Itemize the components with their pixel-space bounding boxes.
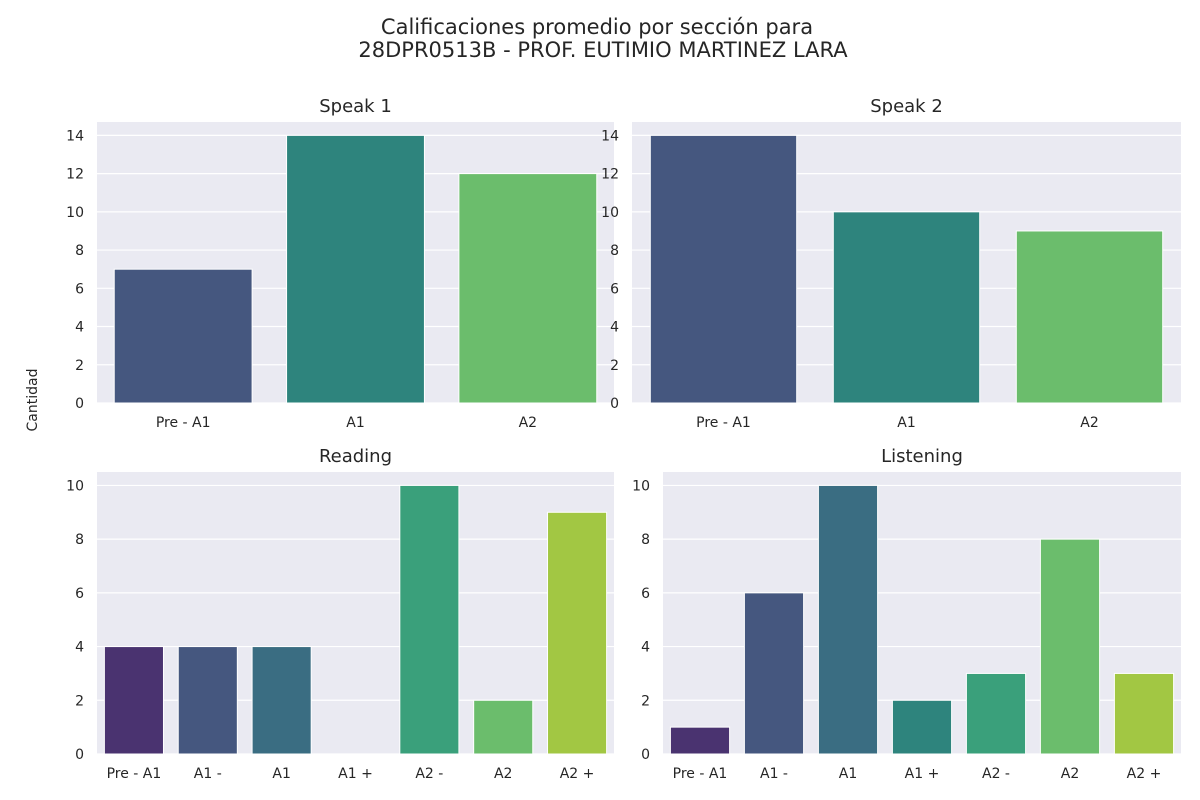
- x-tick-label: A1: [897, 415, 915, 431]
- panel-title: Speak 2: [870, 96, 943, 117]
- y-tick-label: 0: [75, 747, 84, 763]
- x-tick-label: A1 +: [338, 766, 373, 782]
- bar: [743, 592, 805, 755]
- y-tick-label: 12: [601, 167, 619, 183]
- bar: [1015, 230, 1164, 404]
- y-tick-label: 8: [75, 243, 84, 259]
- y-tick-label: 2: [75, 358, 84, 374]
- x-tick-label: A2 -: [982, 766, 1010, 782]
- y-tick-label: 14: [66, 128, 84, 144]
- bar: [113, 268, 253, 404]
- figure-title-line2: 28DPR0513B - PROF. EUTIMIO MARTINEZ LARA: [358, 38, 848, 62]
- bar: [1113, 672, 1175, 755]
- plot-area: [97, 472, 614, 754]
- x-tick-label: Pre - A1: [673, 766, 728, 782]
- y-tick-label: 0: [641, 747, 650, 763]
- x-tick-label: A2 -: [415, 766, 443, 782]
- bar: [817, 484, 879, 755]
- bar: [458, 173, 598, 404]
- y-axis-label: Cantidad: [25, 369, 41, 432]
- bar: [891, 699, 953, 755]
- y-tick-label: 6: [641, 586, 650, 602]
- y-tick-label: 2: [610, 358, 619, 374]
- bar: [103, 646, 164, 755]
- x-tick-label: Pre - A1: [156, 415, 211, 431]
- y-tick-label: 8: [75, 532, 84, 548]
- bar: [547, 511, 608, 755]
- y-tick-label: 10: [66, 478, 84, 494]
- y-tick-label: 10: [601, 205, 619, 221]
- x-tick-label: A2: [519, 415, 537, 431]
- x-tick-label: A2: [494, 766, 512, 782]
- y-tick-label: 0: [610, 396, 619, 412]
- panel-title: Listening: [881, 446, 963, 467]
- y-tick-label: 14: [601, 128, 619, 144]
- bar: [251, 646, 312, 755]
- x-tick-label: A2: [1080, 415, 1098, 431]
- y-tick-label: 4: [610, 320, 619, 336]
- chart-panel-3: 0 2 4 6 8 10 Pre - A1 A1 - A1 A1 + A2 - A2 A2 + Liste…: [632, 446, 1181, 782]
- y-tick-label: 8: [610, 243, 619, 259]
- y-tick-label: 8: [641, 532, 650, 548]
- x-tick-label: A2 +: [1127, 766, 1162, 782]
- y-tick-label: 6: [75, 586, 84, 602]
- bar: [649, 134, 798, 404]
- chart-panel-0: 0 2 4 6 8 10 12 14 Pre - A1 A1 A2 Speak 1: [66, 96, 614, 431]
- y-tick-label: 10: [66, 205, 84, 221]
- y-tick-label: 6: [75, 281, 84, 297]
- x-tick-label: A2: [1061, 766, 1079, 782]
- chart-panel-2: 0 2 4 6 8 10 Pre - A1 A1 - A1 A1 + A2 - A2 A2 + Readi…: [66, 446, 614, 782]
- y-tick-label: 2: [75, 693, 84, 709]
- x-tick-label: A1: [346, 415, 364, 431]
- y-tick-label: 2: [641, 693, 650, 709]
- bar: [473, 699, 534, 755]
- x-tick-label: Pre - A1: [696, 415, 751, 431]
- y-tick-label: 0: [75, 396, 84, 412]
- figure-title-line1: Calificaciones promedio por sección para: [381, 15, 813, 39]
- bar: [965, 672, 1027, 755]
- y-tick-label: 12: [66, 167, 84, 183]
- x-tick-label: A1: [839, 766, 857, 782]
- x-tick-label: A1 -: [760, 766, 788, 782]
- y-tick-label: 4: [75, 640, 84, 656]
- y-tick-label: 10: [632, 478, 650, 494]
- bar: [177, 646, 238, 755]
- bar: [669, 726, 731, 755]
- bar: [1039, 538, 1101, 755]
- bar: [399, 484, 460, 755]
- panel-title: Speak 1: [319, 96, 392, 117]
- x-tick-label: A2 +: [560, 766, 595, 782]
- x-tick-label: A1 +: [905, 766, 940, 782]
- y-tick-label: 4: [75, 320, 84, 336]
- y-tick-label: 6: [610, 281, 619, 297]
- x-tick-label: Pre - A1: [107, 766, 162, 782]
- x-tick-label: A1 -: [194, 766, 222, 782]
- panel-title: Reading: [319, 446, 392, 467]
- y-tick-label: 4: [641, 640, 650, 656]
- x-tick-label: A1: [272, 766, 290, 782]
- chart-panel-1: 0 2 4 6 8 10 12 14 Pre - A1 A1 A2 Speak 2: [601, 96, 1181, 431]
- bar: [286, 134, 425, 404]
- bar: [832, 211, 981, 404]
